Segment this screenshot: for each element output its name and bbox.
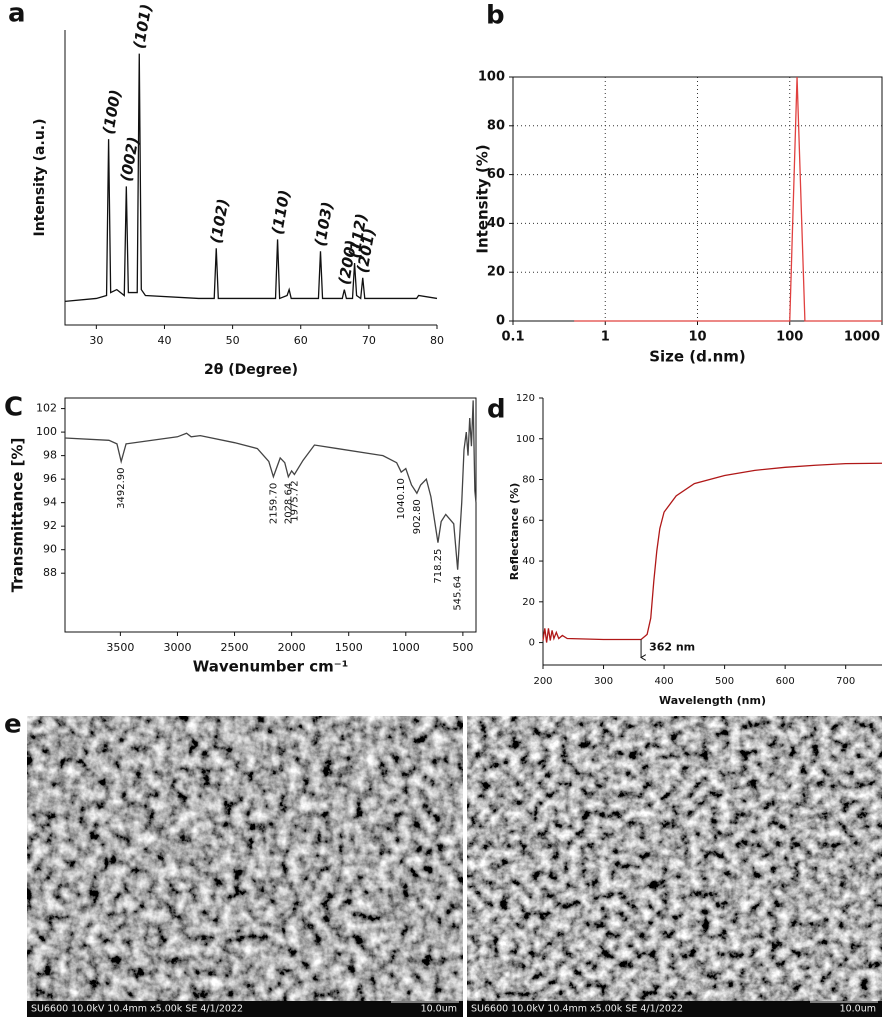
x-tick-label: 0.1 xyxy=(501,330,524,345)
sem-image xyxy=(467,716,882,1017)
x-tick-label: 70 xyxy=(362,334,376,347)
edge-label: 362 nm xyxy=(649,641,695,654)
band-label: 902.80 xyxy=(412,499,423,534)
y-tick-label: 92 xyxy=(43,519,57,532)
y-tick-label: 0 xyxy=(496,314,505,329)
x-tick-label: 1000 xyxy=(392,641,420,654)
y-tick-label: 90 xyxy=(43,543,57,556)
panel-label: a xyxy=(8,0,26,29)
axes xyxy=(542,398,882,666)
info-text: SU6600 10.0kV 10.4mm x5.00k SE 4/1/2022 xyxy=(31,1004,243,1015)
x-axis-title: Wavenumber cm⁻¹ xyxy=(193,658,349,676)
y-tick-label: 20 xyxy=(522,597,535,608)
band-label: 1975.72 xyxy=(289,480,300,521)
y-tick-label: 80 xyxy=(522,475,535,486)
x-tick-label: 100 xyxy=(776,330,803,345)
x-tick-label: 1500 xyxy=(335,641,363,654)
y-tick-label: 0 xyxy=(529,638,535,649)
x-tick-label: 500 xyxy=(452,641,473,654)
y-axis-title: Reflectance (%) xyxy=(508,483,521,580)
y-axis-title: Intensity (%) xyxy=(474,144,492,253)
x-tick-label: 2000 xyxy=(278,641,306,654)
x-tick-label: 50 xyxy=(226,334,240,347)
y-tick-label: 100 xyxy=(478,70,505,85)
peak-label: (100) xyxy=(99,88,125,135)
y-tick-label: 120 xyxy=(516,393,535,404)
plot-frame xyxy=(64,397,477,633)
x-tick-label: 600 xyxy=(776,676,795,687)
sem-image xyxy=(27,716,463,1017)
y-tick-label: 100 xyxy=(516,434,535,445)
data-line xyxy=(542,462,883,643)
y-axis-title: Transmittance [%] xyxy=(9,438,27,593)
y-tick-label: 88 xyxy=(43,566,57,579)
x-axis-title: Wavelength (nm) xyxy=(659,694,766,707)
y-tick-label: 96 xyxy=(43,472,57,485)
panel-label: e xyxy=(4,710,22,740)
peak-label: (101) xyxy=(130,3,156,50)
y-tick-label: 98 xyxy=(43,449,57,462)
y-tick-label: 94 xyxy=(43,496,57,509)
peak-label: (103) xyxy=(311,200,337,247)
band-label: 718.25 xyxy=(433,549,444,584)
info-bar xyxy=(27,1001,463,1017)
y-tick-label: 102 xyxy=(36,402,57,415)
y-tick-label: 40 xyxy=(522,556,535,567)
band-label: 545.64 xyxy=(453,576,464,611)
x-tick-label: 500 xyxy=(715,676,734,687)
x-tick-label: 60 xyxy=(294,334,308,347)
y-axis-title: Intensity (a.u.) xyxy=(32,118,48,236)
panel-label: d xyxy=(487,395,506,425)
y-tick-label: 60 xyxy=(487,167,505,182)
panel-label: C xyxy=(4,393,23,423)
y-tick-label: 40 xyxy=(487,216,505,231)
x-tick-label: 200 xyxy=(533,676,552,687)
x-tick-label: 30 xyxy=(89,334,103,347)
x-tick-label: 1 xyxy=(601,330,610,345)
x-tick-label: 300 xyxy=(594,676,613,687)
data-line xyxy=(64,400,477,570)
x-axis-title: Size (d.nm) xyxy=(649,348,746,366)
x-tick-label: 3000 xyxy=(163,641,191,654)
x-tick-label: 3500 xyxy=(106,641,134,654)
peak-label: (110) xyxy=(268,188,294,235)
axes xyxy=(64,30,437,326)
y-tick-label: 20 xyxy=(487,265,505,280)
data-line xyxy=(64,53,438,303)
y-tick-label: 100 xyxy=(36,425,57,438)
x-tick-label: 700 xyxy=(836,676,855,687)
x-tick-label: 40 xyxy=(157,334,171,347)
x-tick-label: 80 xyxy=(430,334,444,347)
info-text: SU6600 10.0kV 10.4mm x5.00k SE 4/1/2022 xyxy=(471,1004,683,1015)
x-tick-label: 2500 xyxy=(221,641,249,654)
band-label: 3492.90 xyxy=(116,467,127,508)
band-label: 2028.64 xyxy=(283,483,294,524)
x-tick-label: 1000 xyxy=(844,330,880,345)
y-tick-label: 80 xyxy=(487,118,505,133)
scale-text: 10.0um xyxy=(421,1004,457,1015)
info-bar xyxy=(467,1001,882,1017)
panel-label: b xyxy=(486,1,505,31)
band-label: 2159.70 xyxy=(268,483,279,524)
scale-text: 10.0um xyxy=(840,1004,876,1015)
x-tick-label: 10 xyxy=(688,330,706,345)
data-line xyxy=(574,76,882,322)
peak-label: (102) xyxy=(207,197,233,244)
x-axis-title: 2θ (Degree) xyxy=(204,362,298,378)
y-tick-label: 60 xyxy=(522,515,535,526)
x-tick-label: 400 xyxy=(655,676,674,687)
band-label: 1040.10 xyxy=(396,478,407,519)
